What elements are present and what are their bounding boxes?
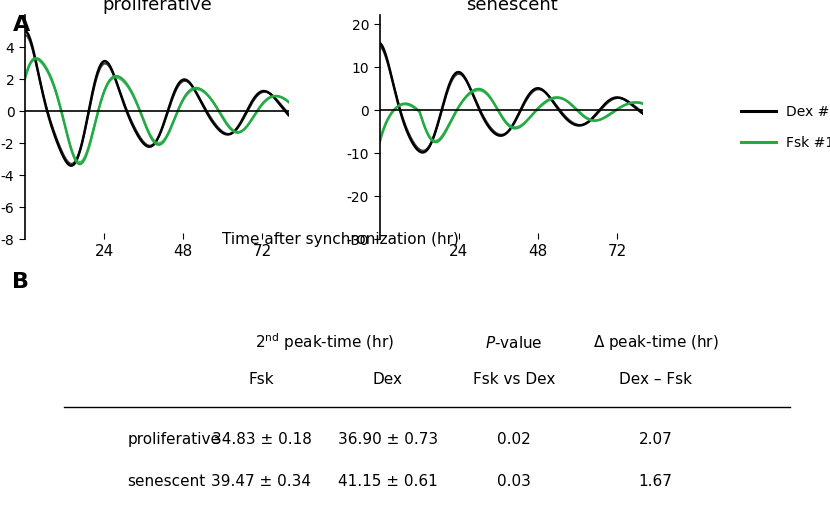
- Text: 2$^\mathregular{nd}$ peak-time (hr): 2$^\mathregular{nd}$ peak-time (hr): [255, 332, 394, 354]
- Text: 39.47 ± 0.34: 39.47 ± 0.34: [212, 474, 311, 489]
- Text: Fsk: Fsk: [249, 372, 274, 387]
- Title: senescent: senescent: [466, 0, 557, 14]
- Text: 1.67: 1.67: [639, 474, 672, 489]
- Text: $\it{P}$-value: $\it{P}$-value: [485, 335, 543, 351]
- Text: 41.15 ± 0.61: 41.15 ± 0.61: [338, 474, 437, 489]
- Text: 34.83 ± 0.18: 34.83 ± 0.18: [212, 432, 311, 447]
- Text: 0.02: 0.02: [497, 432, 530, 447]
- Text: 2.07: 2.07: [639, 432, 672, 447]
- Text: Time after synchronization (hr): Time after synchronization (hr): [222, 231, 459, 247]
- Legend: Dex #1, #2, Fsk #1, #2: Dex #1, #2, Fsk #1, #2: [741, 105, 830, 150]
- Text: proliferative: proliferative: [128, 432, 221, 447]
- Text: Fsk vs Dex: Fsk vs Dex: [472, 372, 555, 387]
- Text: senescent: senescent: [128, 474, 206, 489]
- Title: proliferative: proliferative: [102, 0, 212, 14]
- Text: Dex: Dex: [373, 372, 403, 387]
- Text: Dex – Fsk: Dex – Fsk: [619, 372, 692, 387]
- Text: $\Delta$ peak-time (hr): $\Delta$ peak-time (hr): [593, 333, 719, 352]
- Text: 0.03: 0.03: [497, 474, 530, 489]
- Text: 36.90 ± 0.73: 36.90 ± 0.73: [338, 432, 437, 447]
- Text: B: B: [12, 272, 29, 292]
- Text: A: A: [12, 15, 30, 35]
